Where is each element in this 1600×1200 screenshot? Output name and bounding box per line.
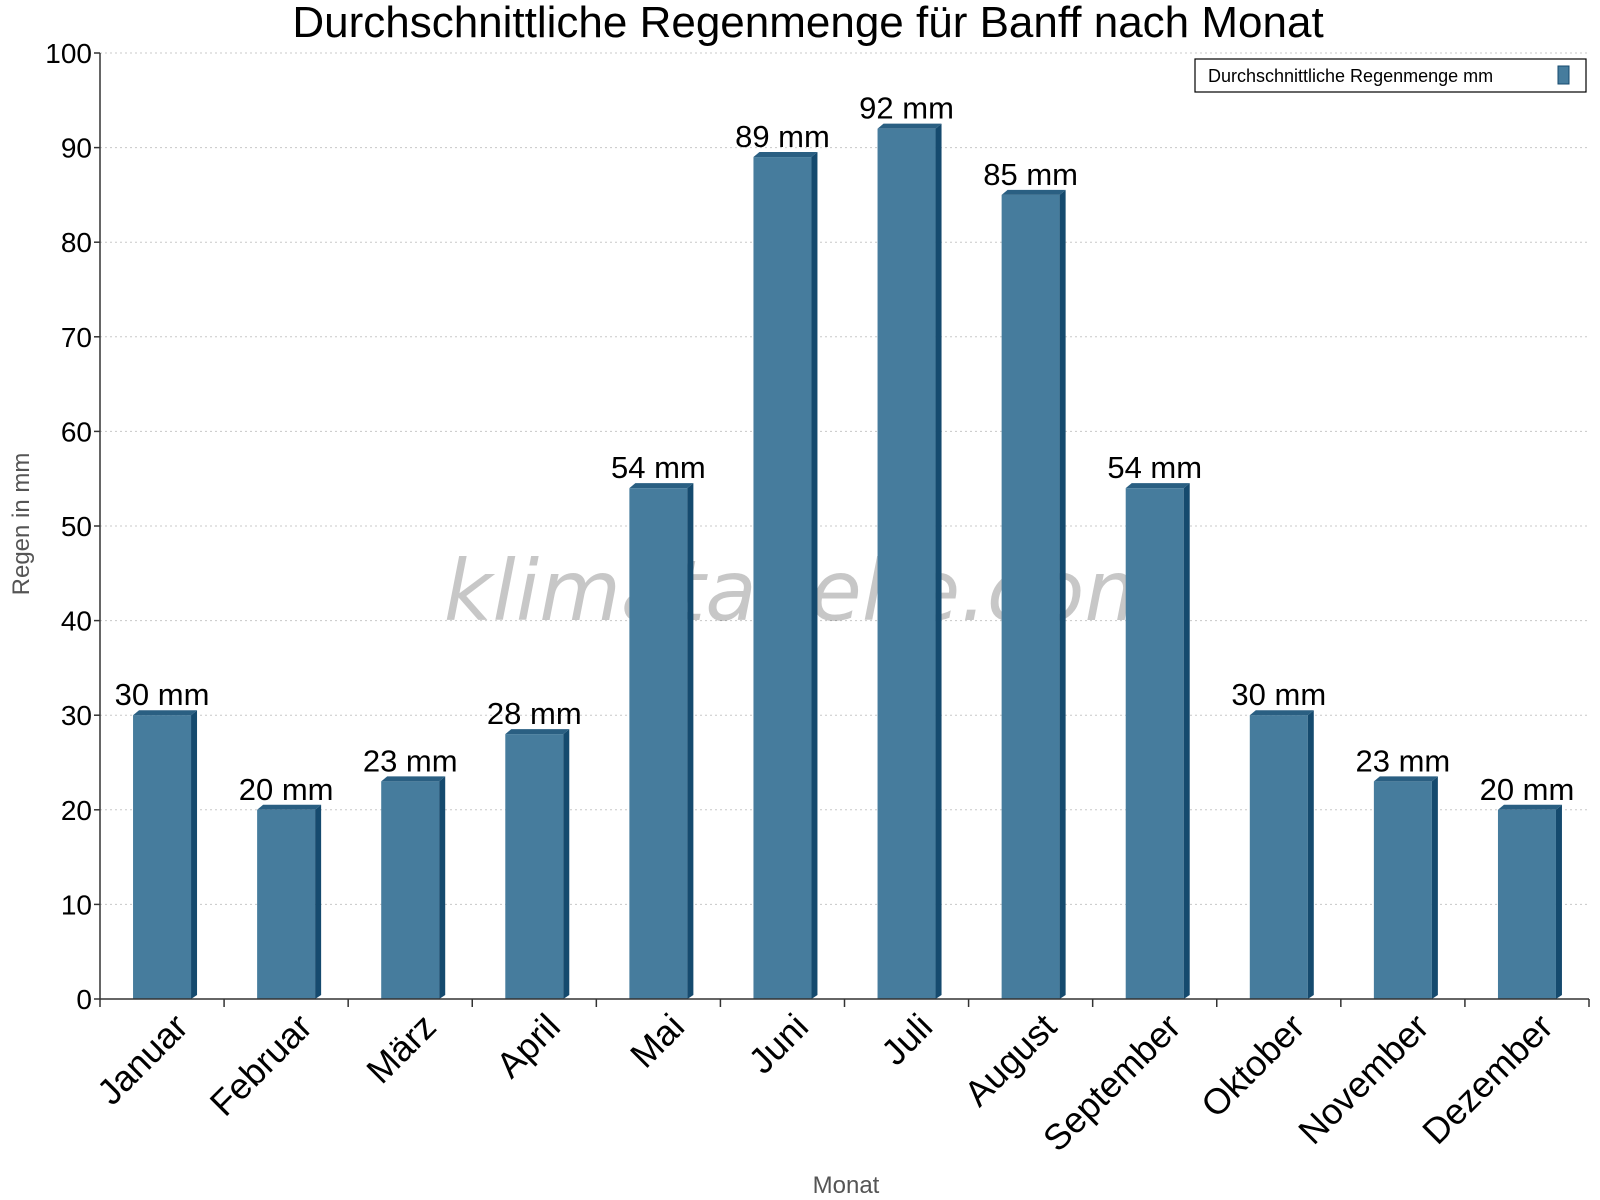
bar	[1497, 804, 1562, 999]
grid-lines	[100, 52, 1589, 905]
x-tick-label: Oktober	[1193, 1006, 1313, 1126]
bar-side	[1059, 189, 1066, 999]
bar-top	[257, 804, 322, 810]
data-label: 30 mm	[115, 677, 210, 712]
bar-side	[935, 123, 942, 1000]
y-tick-label: 50	[61, 511, 92, 542]
bar-side	[1307, 710, 1314, 999]
x-tick-label: August	[956, 1006, 1064, 1114]
legend-box	[1194, 58, 1587, 93]
bar-side	[191, 710, 198, 999]
bar-front	[1497, 809, 1556, 999]
x-tick-labels: Januar Februar März April Mai Juni Juli AugustS…	[89, 999, 1590, 1159]
y-tick-label: 80	[61, 227, 92, 258]
bar-side	[439, 776, 446, 999]
x-tick-label: November	[1290, 1006, 1436, 1152]
chart-title: Durchschnittliche Regenmenge für Banff n…	[292, 0, 1323, 47]
bar-front	[133, 715, 192, 999]
bar	[505, 729, 570, 999]
bar	[753, 152, 818, 999]
x-axis-title: Monat	[813, 1172, 880, 1199]
data-label: 54 mm	[1107, 450, 1202, 485]
y-tick-label: 70	[61, 322, 92, 353]
y-tick-label: 30	[61, 700, 92, 731]
bar-side	[563, 729, 570, 999]
bar	[877, 123, 942, 1000]
x-tick-label: Dezember	[1414, 1006, 1560, 1152]
bar-top	[1373, 776, 1438, 782]
y-tick-label: 10	[61, 889, 92, 920]
bar-front	[257, 809, 316, 999]
data-label: 85 mm	[983, 157, 1078, 192]
x-tick-label: Mai	[622, 1006, 692, 1076]
bar	[1001, 189, 1066, 999]
bar-side	[1555, 804, 1562, 999]
bar-front	[877, 128, 936, 999]
bar-top	[1249, 710, 1314, 716]
bar-front	[1373, 781, 1432, 999]
bar	[1125, 483, 1190, 999]
bar-front	[1001, 194, 1060, 999]
bars	[133, 123, 1562, 1000]
bar-side	[1183, 483, 1190, 999]
y-tick-label: 20	[61, 795, 92, 826]
bar-top	[133, 710, 198, 716]
bar	[133, 710, 198, 999]
bar-side	[687, 483, 694, 999]
x-tick-label: Juni	[740, 1006, 816, 1082]
bar	[629, 483, 694, 999]
data-label: 23 mm	[363, 743, 458, 778]
legend: Durchschnittliche Regenmenge mm	[1194, 58, 1587, 93]
x-tick-label: Februar	[202, 1006, 320, 1124]
y-tick-label: 100	[45, 38, 92, 69]
x-tick-label: April	[488, 1006, 568, 1086]
bar-top	[1001, 189, 1066, 195]
data-label: 30 mm	[1231, 677, 1326, 712]
bar-side	[1431, 776, 1438, 999]
y-tick-labels: 0 10 20 30 40 50 60 70 80 90 100	[45, 38, 100, 1015]
bar	[257, 804, 322, 999]
bar-front	[1125, 488, 1184, 999]
bar-top	[629, 483, 694, 489]
bar-top	[1497, 804, 1562, 810]
bar-top	[1125, 483, 1190, 489]
bar-top	[753, 152, 818, 158]
x-tick-label: März	[358, 1006, 444, 1092]
data-label: 89 mm	[735, 119, 830, 154]
bar-side	[811, 152, 818, 999]
data-labels: 30 mm 20 mm 23 mm 28 mm 54 mm 89 mm 92 mm 85 mm…	[115, 91, 1575, 807]
data-label: 23 mm	[1356, 743, 1451, 778]
y-tick-label: 0	[76, 984, 92, 1015]
data-label: 28 mm	[487, 696, 582, 731]
bar-top	[877, 123, 942, 129]
data-label: 20 mm	[239, 772, 334, 807]
bar-front	[1249, 715, 1308, 999]
y-tick-label: 40	[61, 606, 92, 637]
bar-top	[381, 776, 446, 782]
bar-front	[753, 157, 812, 999]
data-label: 54 mm	[611, 450, 706, 485]
data-label: 20 mm	[1480, 772, 1575, 807]
y-axis-title: Regen in mm	[8, 453, 35, 596]
bar-front	[505, 734, 564, 999]
legend-entry-label: Durchschnittliche Regenmenge mm	[1208, 66, 1493, 86]
x-tick-label: Januar	[89, 1006, 196, 1113]
y-tick-label: 90	[61, 133, 92, 164]
bar	[381, 776, 446, 999]
y-tick-label: 60	[61, 416, 92, 447]
bar-side	[315, 804, 322, 999]
legend-swatch	[1557, 65, 1570, 85]
data-label: 92 mm	[859, 91, 954, 126]
x-tick-label: Juli	[873, 1006, 940, 1073]
bar	[1249, 710, 1314, 999]
bar-front	[381, 781, 440, 999]
bar-front	[629, 488, 688, 999]
bar-top	[505, 729, 570, 735]
bar	[1373, 776, 1438, 999]
